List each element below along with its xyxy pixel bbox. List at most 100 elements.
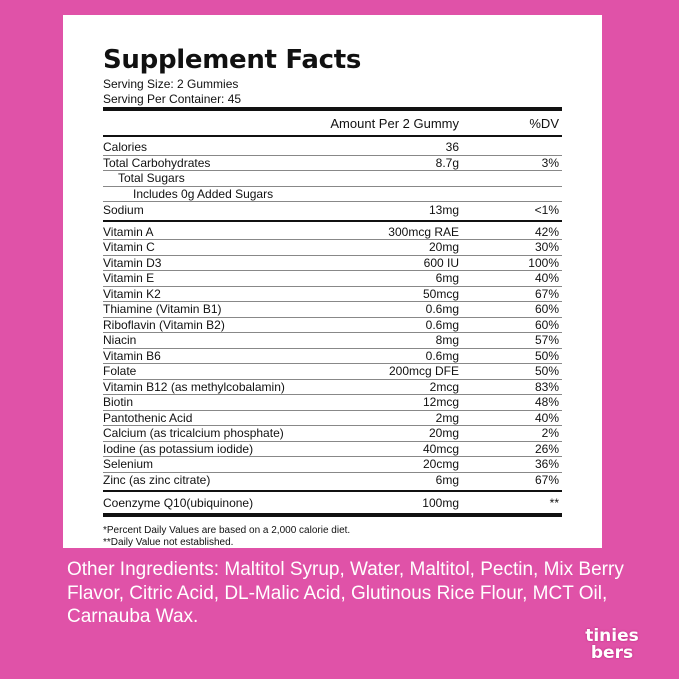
amount: 100mg [422,495,459,510]
nutrient-name: Vitamin D3 [103,255,162,270]
amount: 600 IU [423,255,459,270]
rule [103,107,562,111]
amount: 20cmg [422,457,459,472]
table-section: Vitamin A 300mcg RAE 42% Vitamin C 20mg 30% Vi… [103,219,562,491]
nutrient-row: Folate 200mcg DFE 50% [103,364,562,380]
daily-value: 100% [528,255,559,270]
rule [103,135,562,137]
footnote: **Daily Value not established. [103,536,234,548]
footnote: *Percent Daily Values are based on a 2,0… [103,524,351,536]
logo-line: tinies [585,626,639,646]
serving-per-container: Serving Per Container: 45 [103,92,242,106]
table-header: Amount Per 2 Gummy %DV [103,111,562,135]
nutrient-row: Includes 0g Added Sugars [103,186,562,202]
amount: 50mcg [422,286,459,301]
daily-value: 26% [534,441,559,456]
footnotes: *Percent Daily Values are based on a 2,0… [103,517,562,549]
nutrient-row: Vitamin B12 (as methylcobalamin) 2mcg 83% [103,379,562,395]
daily-value: 48% [534,395,559,410]
daily-value: <1% [534,202,559,217]
amount: 6mg [435,473,459,488]
daily-value: 40% [534,271,559,286]
amount: 300mcg RAE [388,224,459,239]
amount: 13mg [428,202,459,217]
daily-value: 30% [534,240,559,255]
nutrient-name: Total Carbohydrates [103,155,211,170]
rule [103,512,562,517]
logo: tinies bers [578,628,646,662]
nutrient-row: Iodine (as potassium iodide) 40mcg 26% [103,441,562,457]
amount: 20mg [428,240,459,255]
facts-panel: Supplement Facts Serving Size: 2 Gummies… [63,15,602,548]
nutrient-row: Total Carbohydrates 8.7g 3% [103,155,562,171]
amount: 12mcg [422,395,459,410]
amount: 0.6mg [425,317,459,332]
table-section: Calories 36 Total Carbohydrates 8.7g 3% Total… [103,137,562,220]
nutrient-name: Folate [103,364,137,379]
daily-value: 50% [534,364,559,379]
nutrient-row: Selenium 20cmg 36% [103,457,562,473]
nutrient-row: Vitamin B6 0.6mg 50% [103,348,562,364]
daily-value: 40% [534,410,559,425]
daily-value: 67% [534,473,559,488]
daily-value: 42% [534,224,559,239]
nutrient-name: Vitamin B6 [103,348,161,363]
nutrient-row: Vitamin K2 50mcg 67% [103,286,562,302]
nutrient-name: Biotin [103,395,134,410]
daily-value: 60% [534,302,559,317]
logo-line: bers [590,643,634,663]
amount: 8.7g [435,155,459,170]
daily-value: 2% [541,426,559,441]
daily-value: 60% [534,317,559,332]
amount: 0.6mg [425,302,459,317]
nutrient-name: Vitamin C [103,240,155,255]
daily-value: 36% [534,457,559,472]
serving-size: Serving Size: 2 Gummies [103,77,239,91]
daily-value: 83% [534,379,559,394]
nutrient-row: Vitamin A 300mcg RAE 42% [103,224,562,240]
amount-header: Amount Per 2 Gummy [330,115,459,131]
amount: 2mg [435,410,459,425]
daily-value: 50% [534,348,559,363]
amount: 36 [445,140,459,155]
amount: 20mg [428,426,459,441]
nutrient-row: Niacin 8mg 57% [103,333,562,349]
nutrient-row: Vitamin C 20mg 30% [103,240,562,256]
amount: 8mg [435,333,459,348]
daily-value: 67% [534,286,559,301]
nutrient-name: Selenium [103,457,154,472]
nutrient-row: Calories 36 [103,140,562,156]
nutrient-row: Riboflavin (Vitamin B2) 0.6mg 60% [103,317,562,333]
nutrient-row: Thiamine (Vitamin B1) 0.6mg 60% [103,302,562,318]
dv-header: %DV [529,115,559,131]
nutrient-name: Vitamin A [103,224,154,239]
nutrient-name: Total Sugars [118,171,185,186]
nutrient-name: Niacin [103,333,137,348]
amount: 0.6mg [425,348,459,363]
other-ingredients: Other Ingredients: Maltitol Syrup, Water… [67,559,624,627]
nutrient-name: Zinc (as zinc citrate) [103,473,211,488]
title: Supplement Facts [103,45,362,75]
daily-value: 3% [541,155,559,170]
nutrient-name: Vitamin E [103,271,155,286]
amount: 200mcg DFE [388,364,459,379]
nutrient-row: Sodium 13mg <1% [103,202,562,218]
table-body: Calories 36 Total Carbohydrates 8.7g 3% Total… [103,137,562,513]
nutrient-row: Zinc (as zinc citrate) 6mg 67% [103,473,562,489]
nutrient-name: Thiamine (Vitamin B1) [103,302,222,317]
table-section: Coenzyme Q10(ubiquinone) 100mg ** [103,490,562,513]
amount: 2mcg [429,379,459,394]
nutrient-name: Calcium (as tricalcium phosphate) [103,426,284,441]
amount: 6mg [435,271,459,286]
nutrient-row: Calcium (as tricalcium phosphate) 20mg 2% [103,426,562,442]
nutrient-row: Total Sugars [103,171,562,187]
nutrient-name: Coenzyme Q10(ubiquinone) [103,495,254,510]
nutrient-name: Riboflavin (Vitamin B2) [103,317,225,332]
nutrient-row: Coenzyme Q10(ubiquinone) 100mg ** [103,495,562,511]
nutrient-name: Includes 0g Added Sugars [133,186,274,201]
nutrient-row: Vitamin E 6mg 40% [103,271,562,287]
nutrient-row: Pantothenic Acid 2mg 40% [103,410,562,426]
nutrient-name: Vitamin B12 (as methylcobalamin) [103,379,285,394]
nutrient-name: Pantothenic Acid [103,410,193,425]
